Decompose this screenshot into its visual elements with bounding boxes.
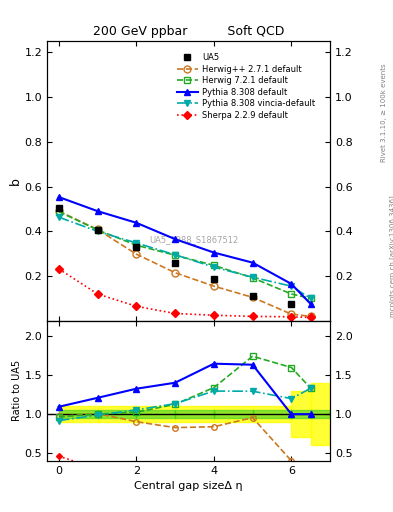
Sherpa 2.2.9 default (134, 303, 139, 309)
Pythia 8.308 default (134, 220, 139, 226)
Herwig 7.2.1 default (309, 295, 313, 302)
Sherpa 2.2.9 default (95, 291, 100, 297)
Text: UA5_1988_S1867512: UA5_1988_S1867512 (150, 236, 239, 245)
Sherpa 2.2.9 default (57, 266, 61, 272)
Pythia 8.308 vincia-default (250, 274, 255, 280)
Herwig 7.2.1 default (289, 291, 294, 297)
X-axis label: Central gap sizeΔ η: Central gap sizeΔ η (134, 481, 243, 491)
Line: UA5: UA5 (55, 204, 295, 308)
Title: 200 GeV ppbar          Soft QCD: 200 GeV ppbar Soft QCD (93, 26, 284, 38)
Y-axis label: b: b (9, 177, 22, 185)
Sherpa 2.2.9 default (211, 312, 216, 318)
Pythia 8.308 vincia-default (134, 240, 139, 246)
Herwig 7.2.1 default (173, 252, 177, 259)
Herwig++ 2.7.1 default (134, 251, 139, 257)
UA5 (211, 276, 216, 283)
Line: Herwig 7.2.1 default: Herwig 7.2.1 default (55, 208, 314, 302)
Line: Sherpa 2.2.9 default: Sherpa 2.2.9 default (56, 266, 314, 321)
Pythia 8.308 default (211, 249, 216, 255)
Herwig++ 2.7.1 default (289, 311, 294, 317)
Herwig++ 2.7.1 default (57, 208, 61, 214)
Pythia 8.308 default (173, 236, 177, 242)
Sherpa 2.2.9 default (309, 314, 313, 321)
Line: Pythia 8.308 default: Pythia 8.308 default (55, 194, 314, 308)
Herwig 7.2.1 default (57, 208, 61, 215)
Pythia 8.308 default (250, 260, 255, 266)
Pythia 8.308 default (289, 281, 294, 287)
Pythia 8.308 vincia-default (309, 295, 313, 302)
Herwig++ 2.7.1 default (250, 294, 255, 301)
UA5 (289, 301, 294, 307)
Pythia 8.308 vincia-default (289, 283, 294, 289)
Sherpa 2.2.9 default (173, 310, 177, 316)
UA5 (250, 293, 255, 300)
Pythia 8.308 vincia-default (173, 252, 177, 258)
Herwig++ 2.7.1 default (173, 270, 177, 276)
Line: Herwig++ 2.7.1 default: Herwig++ 2.7.1 default (55, 208, 314, 320)
Sherpa 2.2.9 default (289, 314, 294, 320)
UA5 (57, 205, 61, 211)
Sherpa 2.2.9 default (250, 313, 255, 319)
Pythia 8.308 vincia-default (95, 228, 100, 234)
Text: Rivet 3.1.10, ≥ 100k events: Rivet 3.1.10, ≥ 100k events (381, 63, 387, 162)
UA5 (134, 244, 139, 250)
Herwig 7.2.1 default (250, 275, 255, 281)
UA5 (173, 260, 177, 266)
Pythia 8.308 default (57, 194, 61, 200)
Herwig 7.2.1 default (211, 262, 216, 268)
Line: Pythia 8.308 vincia-default: Pythia 8.308 vincia-default (55, 214, 314, 302)
Herwig 7.2.1 default (95, 227, 100, 233)
Pythia 8.308 vincia-default (211, 264, 216, 270)
Legend: UA5, Herwig++ 2.7.1 default, Herwig 7.2.1 default, Pythia 8.308 default, Pythia : UA5, Herwig++ 2.7.1 default, Herwig 7.2.… (174, 51, 318, 122)
Herwig 7.2.1 default (134, 242, 139, 248)
Y-axis label: Ratio to UA5: Ratio to UA5 (12, 360, 22, 421)
Herwig++ 2.7.1 default (95, 226, 100, 232)
Herwig++ 2.7.1 default (211, 283, 216, 289)
Herwig++ 2.7.1 default (309, 313, 313, 319)
Text: mcplots.cern.ch [arXiv:1306.3436]: mcplots.cern.ch [arXiv:1306.3436] (389, 195, 393, 317)
Pythia 8.308 vincia-default (57, 214, 61, 220)
Pythia 8.308 default (95, 208, 100, 214)
Pythia 8.308 default (309, 301, 313, 307)
UA5 (95, 227, 100, 233)
